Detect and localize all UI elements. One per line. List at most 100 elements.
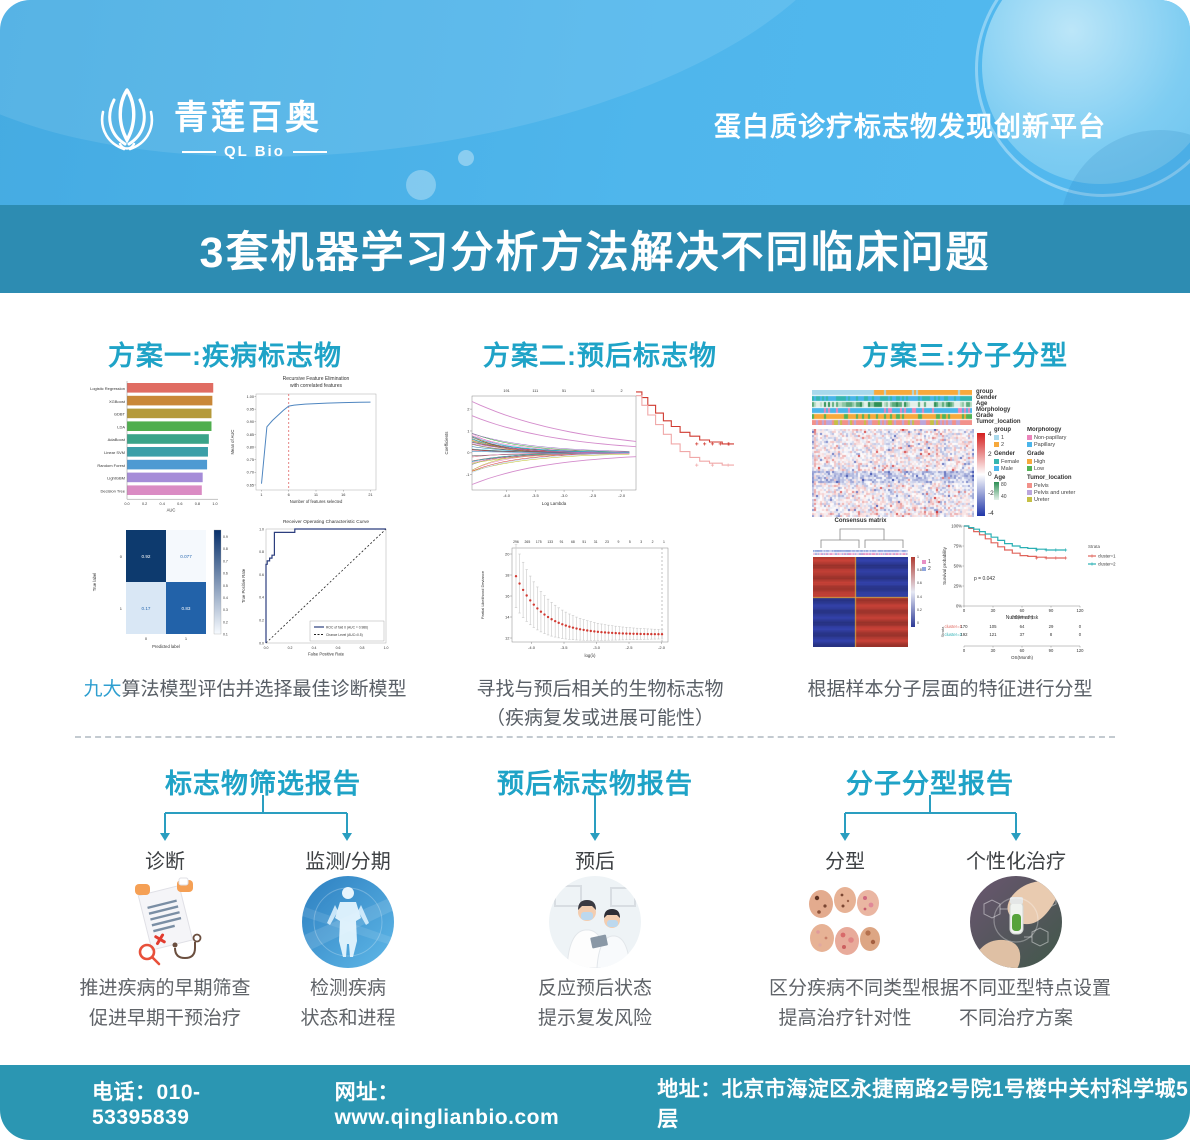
consensus-matrix-heatmap xyxy=(813,557,908,647)
svg-text:-3.5: -3.5 xyxy=(532,493,540,498)
decoration-bubble xyxy=(458,150,474,166)
dash-decoration xyxy=(292,150,327,153)
svg-text:175: 175 xyxy=(536,540,542,544)
heatmap-track-labels: group Gender Age Morphology Grade Tumor_locat… xyxy=(976,389,1021,425)
svg-text:Random Forest: Random Forest xyxy=(97,463,125,468)
svg-text:True label: True label xyxy=(92,573,97,592)
svg-text:with correlated features: with correlated features xyxy=(290,383,342,389)
svg-text:14: 14 xyxy=(505,614,510,619)
svg-text:192: 192 xyxy=(960,632,968,637)
desc-line: 提示复发风险 xyxy=(537,1008,652,1030)
svg-text:30: 30 xyxy=(991,608,996,613)
svg-text:cluster=2: cluster=2 xyxy=(944,632,962,637)
svg-text:Recursive Feature Elimination: Recursive Feature Elimination xyxy=(283,376,350,382)
svg-text:-2.0: -2.0 xyxy=(658,645,666,650)
platform-tagline: 蛋白质诊疗标志物发现创新平台 xyxy=(714,112,1106,142)
svg-text:-2.5: -2.5 xyxy=(626,645,634,650)
web-value: www.qinglianbio.com xyxy=(334,1105,560,1129)
roc-curve-chart: Receiver Operating Characteristic Curve 0… xyxy=(241,519,389,657)
desc-line: 促进早期干预治疗 xyxy=(88,1008,241,1030)
svg-text:9: 9 xyxy=(618,540,620,544)
svg-text:111: 111 xyxy=(532,389,538,393)
svg-text:105: 105 xyxy=(989,624,997,629)
svg-text:0: 0 xyxy=(467,450,470,455)
svg-text:0: 0 xyxy=(1079,624,1082,629)
svg-text:1.00: 1.00 xyxy=(247,395,254,399)
svg-text:cluster=2: cluster=2 xyxy=(1098,562,1116,567)
svg-text:OS(Month): OS(Month) xyxy=(1011,615,1034,620)
svg-text:Receiver Operating Characteris: Receiver Operating Characteristic Curve xyxy=(283,519,369,525)
algorithm-auc-bar-chart: Logistic Regression XGBoost GDBT LDA AdaBoos… xyxy=(90,381,218,513)
brand-name: 青莲百奥 xyxy=(174,99,322,137)
desc-subtyping: 区分疾病不同类型 提高治疗针对性 xyxy=(730,974,960,1035)
svg-text:64: 64 xyxy=(1020,624,1025,629)
report-2-title: 预后标志物报告 xyxy=(497,769,693,799)
svg-text:0.7: 0.7 xyxy=(223,559,228,563)
consensus-colorbar xyxy=(911,557,915,627)
consensus-dendrogram xyxy=(820,528,904,548)
svg-text:0.90: 0.90 xyxy=(247,420,254,424)
svg-text:23: 23 xyxy=(605,540,609,544)
svg-text:121: 121 xyxy=(989,632,997,637)
svg-text:37: 37 xyxy=(1020,632,1025,637)
svg-text:265: 265 xyxy=(525,540,531,544)
phone-value: 010-53395839 xyxy=(92,1080,201,1129)
svg-text:29: 29 xyxy=(1049,624,1054,629)
heatmap-legend-column-2: Morphology Non-papillary Papillary Grade Hig… xyxy=(1027,427,1076,503)
svg-text:1: 1 xyxy=(185,636,188,641)
desc-line: 区分疾病不同类型 xyxy=(768,978,921,999)
svg-text:cluster=1: cluster=1 xyxy=(944,624,962,629)
desc-line: 反应预后状态 xyxy=(537,978,652,999)
label-subtyping: 分型 xyxy=(825,851,865,873)
logo: 青莲百奥 QL Bio xyxy=(92,84,335,166)
svg-text:11: 11 xyxy=(591,389,595,393)
logo-text: 青莲百奥 QL Bio xyxy=(174,90,335,160)
svg-text:0.2: 0.2 xyxy=(259,619,264,623)
svg-text:1.0: 1.0 xyxy=(259,527,264,531)
desc-line: 根据不同亚型特点设置 xyxy=(920,978,1111,999)
svg-text:0.6: 0.6 xyxy=(259,573,264,577)
main-title: 3套机器学习分析方法解决不同临床问题 xyxy=(199,229,991,277)
svg-text:0: 0 xyxy=(963,608,966,613)
svg-text:Chance Level (AUC=0.5): Chance Level (AUC=0.5) xyxy=(326,633,363,637)
svg-text:-1: -1 xyxy=(466,472,470,477)
svg-text:Number at risk: Number at risk xyxy=(1006,615,1039,621)
diagnosis-illustration xyxy=(135,877,202,966)
phone-label: 电话： xyxy=(92,1080,157,1104)
personalized-therapy-photo xyxy=(970,876,1062,968)
svg-text:False Positive Rate: False Positive Rate xyxy=(308,652,345,657)
svg-text:1.0: 1.0 xyxy=(384,646,389,650)
solution-3-caption: 根据样本分子层面的特征进行分型 xyxy=(807,679,1093,700)
subtyping-cells-illustration xyxy=(809,887,880,955)
svg-text:0.4: 0.4 xyxy=(312,646,317,650)
desc-line: 不同治疗方案 xyxy=(958,1008,1073,1030)
svg-text:cluster=1: cluster=1 xyxy=(1098,554,1116,559)
svg-text:1: 1 xyxy=(467,428,470,433)
svg-text:21: 21 xyxy=(368,493,372,497)
report-1-title: 标志物筛选报告 xyxy=(165,769,361,799)
svg-text:Decision Tree: Decision Tree xyxy=(101,488,126,493)
svg-text:0.85: 0.85 xyxy=(247,433,254,437)
svg-text:51: 51 xyxy=(562,389,566,393)
svg-text:0: 0 xyxy=(963,648,966,653)
addr-label: 地址： xyxy=(657,1077,722,1101)
solution-2-caption: 寻找与预后相关的生物标志物 （疾病复发或进展可能性） xyxy=(450,676,750,733)
svg-text:120: 120 xyxy=(1077,648,1085,653)
footer-website: 网址：www.qinglianbio.com xyxy=(335,1076,614,1130)
svg-text:0.5: 0.5 xyxy=(223,584,228,588)
dash-decoration xyxy=(182,150,216,153)
svg-text:log(λ): log(λ) xyxy=(585,653,597,658)
caption-rest: 算法模型评估并选择最佳诊断模型 xyxy=(121,679,407,700)
svg-text:0.8: 0.8 xyxy=(259,550,264,554)
svg-text:0.6: 0.6 xyxy=(223,572,228,576)
addr-value: 北京市海淀区永捷南路2号院1号楼中关村科学城5层 xyxy=(657,1077,1189,1131)
svg-text:2: 2 xyxy=(621,389,623,393)
svg-text:0.8: 0.8 xyxy=(195,502,200,506)
prognosis-km-curve-chart xyxy=(636,391,734,467)
svg-text:0.6: 0.6 xyxy=(336,646,341,650)
svg-text:90: 90 xyxy=(1049,608,1054,613)
svg-text:91: 91 xyxy=(560,540,564,544)
svg-text:18: 18 xyxy=(505,572,510,577)
